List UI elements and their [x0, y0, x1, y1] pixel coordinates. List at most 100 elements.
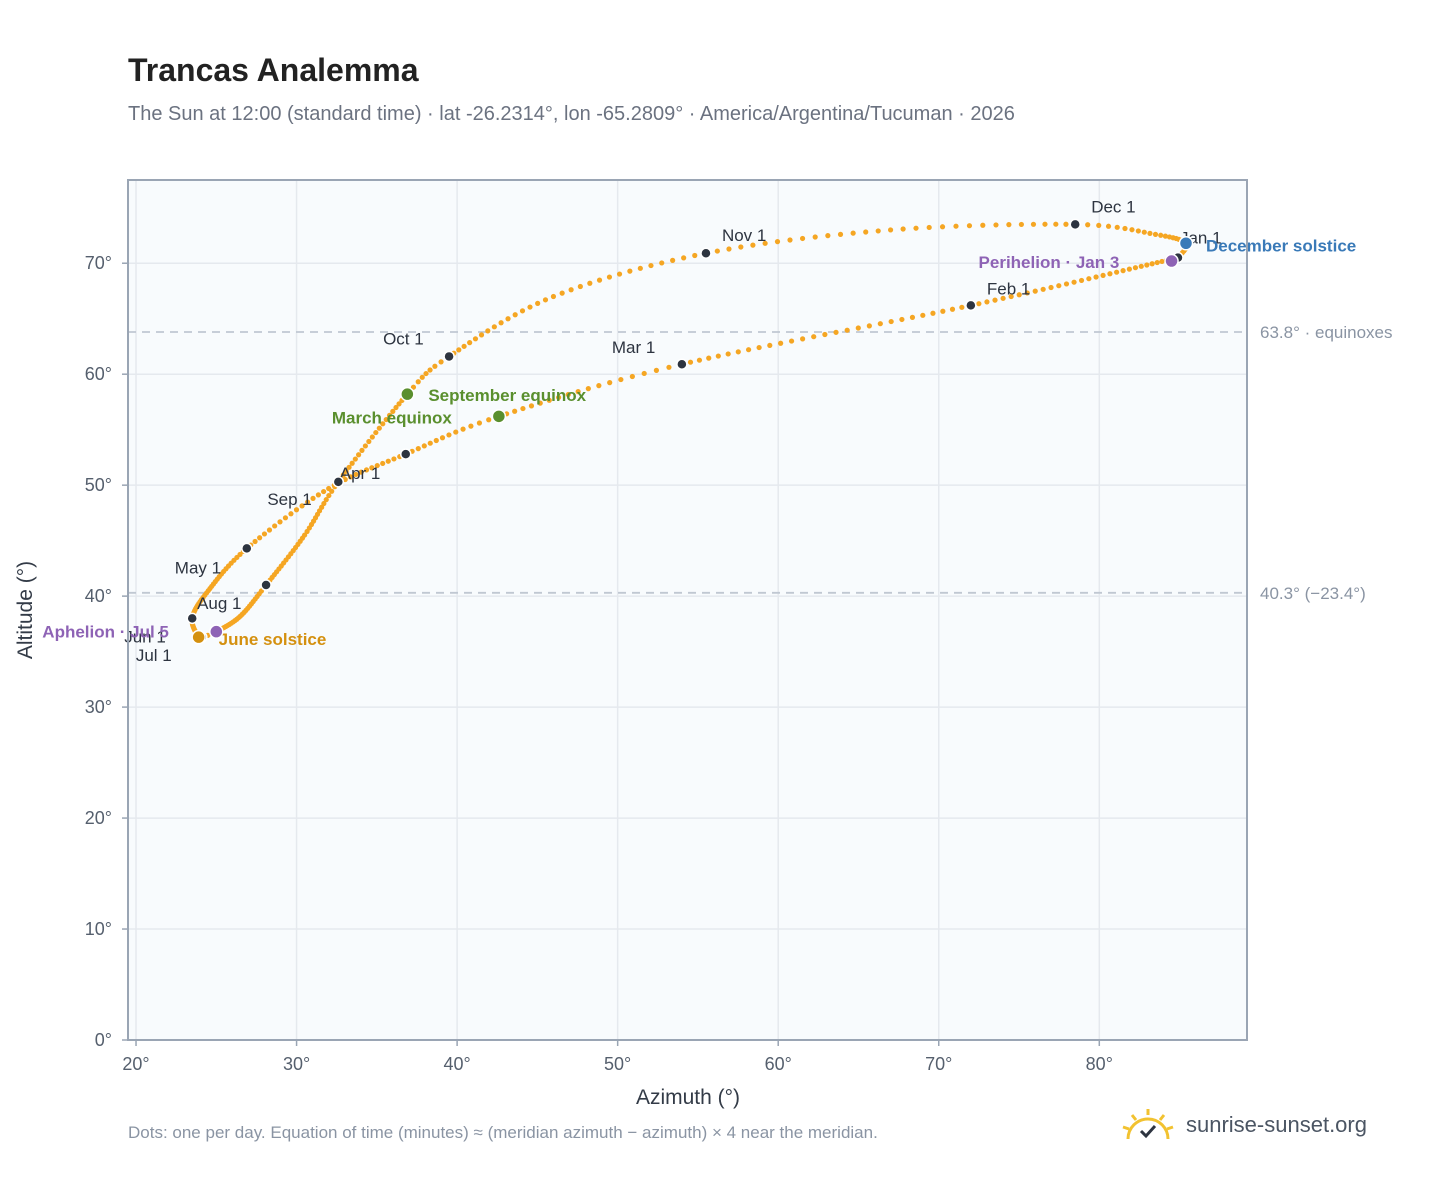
daily-dot	[1063, 221, 1069, 227]
daily-dot	[359, 447, 365, 453]
daily-dot	[301, 532, 308, 538]
reference-line-label: 40.3° (−23.4°)	[1260, 584, 1366, 603]
daily-dot	[1000, 295, 1006, 301]
daily-dot	[596, 383, 602, 389]
daily-dot	[315, 492, 321, 498]
month-marker-dot	[700, 247, 712, 259]
daily-dot	[1030, 221, 1037, 227]
daily-dot	[1096, 222, 1102, 229]
y-tick-label: 40°	[85, 586, 112, 606]
plot-frame	[127, 179, 1248, 1041]
daily-dot	[900, 226, 906, 232]
month-marker-dot	[186, 612, 198, 625]
daily-dot	[725, 351, 731, 357]
daily-dot	[1149, 261, 1155, 267]
daily-dot	[653, 367, 660, 373]
daily-dot	[637, 265, 643, 271]
daily-dot	[478, 332, 485, 338]
daily-dot	[304, 499, 311, 505]
daily-dot	[629, 373, 635, 380]
daily-dot	[299, 503, 305, 509]
daily-dot	[415, 379, 421, 385]
daily-dot	[762, 240, 768, 246]
daily-dot	[837, 231, 844, 237]
daily-dot	[419, 374, 425, 380]
daily-dot	[512, 408, 518, 414]
daily-dot	[1135, 228, 1141, 234]
month-marker-label: Aug 1	[197, 594, 241, 613]
daily-dot	[321, 500, 327, 507]
daily-dot	[980, 222, 986, 228]
y-tick-label: 60°	[85, 364, 112, 384]
daily-dot	[329, 488, 335, 494]
y-axis-title: Altitude (°)	[14, 561, 37, 659]
daily-dot	[461, 343, 467, 349]
month-marker-dot	[332, 476, 345, 488]
daily-dot	[519, 308, 526, 314]
daily-dot	[976, 301, 982, 307]
event-marker-dot	[191, 629, 206, 645]
daily-dot	[1032, 288, 1038, 294]
daily-dot	[293, 507, 300, 513]
daily-dot	[681, 255, 687, 261]
daily-dot	[855, 325, 861, 331]
daily-dot	[321, 488, 327, 495]
x-tick-label: 70°	[925, 1054, 952, 1074]
daily-dot	[1159, 258, 1165, 265]
daily-dot	[966, 223, 973, 229]
daily-dot	[559, 290, 565, 296]
daily-dot	[714, 248, 720, 254]
daily-dot	[349, 460, 355, 466]
daily-dot	[410, 384, 417, 390]
daily-dot	[735, 349, 741, 355]
daily-dot	[1024, 290, 1030, 296]
chart-subtitle: The Sun at 12:00 (standard time) · lat -…	[128, 103, 1015, 125]
daily-dot	[386, 412, 393, 419]
daily-dot	[252, 538, 258, 545]
daily-dot	[1114, 269, 1120, 275]
daily-dot	[537, 400, 543, 406]
x-tick-label: 60°	[765, 1054, 792, 1074]
daily-dot	[788, 338, 795, 344]
daily-dot	[1141, 229, 1147, 235]
daily-dot	[577, 283, 583, 290]
daily-dot	[1056, 283, 1062, 289]
daily-dot	[568, 287, 574, 293]
daily-dot	[659, 260, 665, 266]
daily-dot	[550, 293, 557, 300]
daily-dot	[641, 370, 647, 377]
month-marker-label: Dec 1	[1091, 197, 1135, 216]
event-marker-dot	[1164, 253, 1179, 269]
daily-dot	[1129, 227, 1135, 233]
daily-dot	[343, 468, 349, 474]
y-tick-label: 10°	[85, 919, 112, 939]
daily-dot	[352, 456, 358, 462]
month-marker-dot	[260, 579, 272, 591]
daily-dot	[930, 310, 936, 316]
daily-dot	[939, 224, 946, 230]
daily-dot	[607, 380, 613, 386]
brand-logo[interactable]: sunrise-sunset.org	[1120, 1100, 1367, 1150]
daily-dot	[1053, 221, 1059, 227]
daily-dot	[745, 347, 752, 353]
daily-dot	[423, 370, 429, 377]
event-marker-label: March equinox	[332, 408, 453, 427]
daily-dot	[261, 531, 268, 537]
daily-dot	[687, 359, 694, 365]
daily-dot	[369, 434, 375, 440]
daily-dot	[565, 391, 571, 398]
daily-dot	[266, 527, 273, 533]
daily-dot	[875, 228, 881, 234]
daily-dot	[353, 471, 359, 478]
month-marker-dot	[965, 299, 977, 312]
daily-dot	[1018, 221, 1025, 228]
daily-dot	[380, 421, 386, 427]
event-marker-label: June solstice	[219, 630, 327, 649]
daily-dot	[715, 353, 721, 359]
daily-dot	[323, 497, 329, 503]
daily-dot	[888, 318, 894, 325]
event-marker-dot	[1178, 236, 1194, 251]
daily-dot	[696, 357, 703, 363]
daily-dot	[380, 460, 386, 467]
